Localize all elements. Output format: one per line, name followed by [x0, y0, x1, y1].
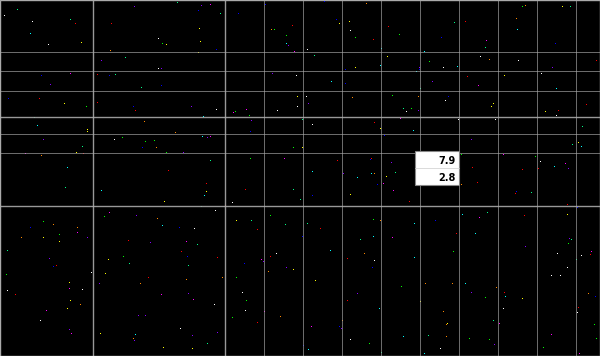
Bar	[415, 151, 459, 185]
Text: 7.9: 7.9	[439, 156, 456, 166]
Text: 2.8: 2.8	[439, 173, 456, 183]
